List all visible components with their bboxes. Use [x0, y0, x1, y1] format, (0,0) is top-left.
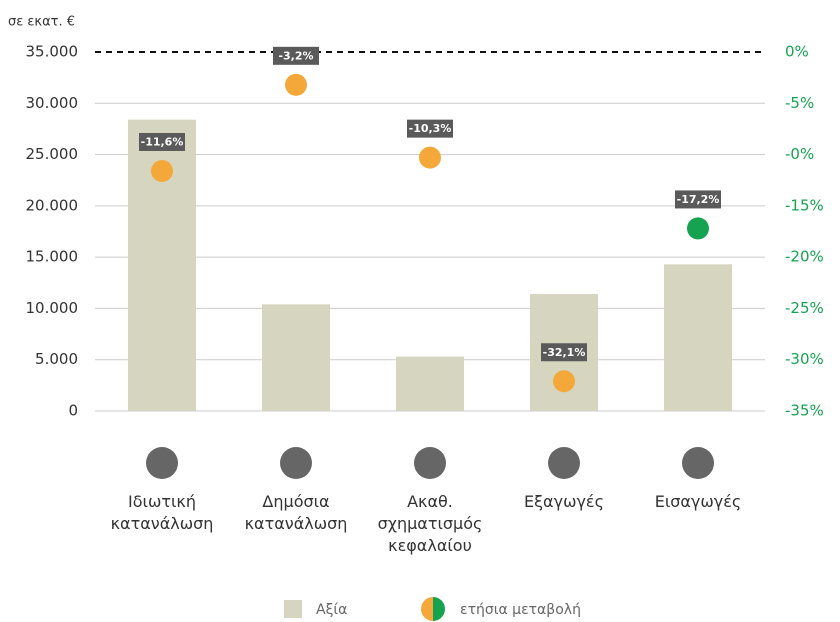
y-tick-label: 10.000: [26, 299, 79, 317]
y2-tick-label: -20%: [785, 248, 824, 266]
value-label: -10,3%: [409, 122, 452, 135]
legend-label: Αξία: [316, 602, 347, 618]
legend-icon: [421, 597, 433, 621]
y2-tick-label: -0%: [785, 145, 814, 163]
legend-icon: [433, 597, 445, 621]
value-label-box: [273, 46, 319, 65]
value-label-box: [541, 343, 587, 362]
x-tick-label: Εξαγωγές: [524, 492, 604, 511]
category-icon: [146, 447, 178, 479]
x-tick-label: Εισαγωγές: [655, 492, 742, 511]
icon-shape: [414, 447, 446, 479]
legend-swatch: [284, 600, 302, 618]
dot: [553, 370, 575, 393]
value-label: -3,2%: [278, 49, 313, 62]
y2-tick-label: -35%: [785, 402, 824, 420]
y-tick-label: 30.000: [26, 94, 79, 112]
dot: [419, 146, 441, 169]
y-tick-label: 20.000: [26, 196, 79, 214]
y-axis-label: σε εκατ. €: [8, 15, 75, 30]
y2-tick-label: 0%: [785, 43, 809, 61]
y-tick-label: 5.000: [35, 350, 78, 368]
y2-tick-label: -30%: [785, 350, 824, 368]
value-label-box: [139, 132, 185, 151]
value-label: -17,2%: [677, 193, 720, 206]
y2-tick-label: -15%: [785, 196, 824, 214]
x-tick-label: Δημόσια κατανάλωση: [245, 492, 348, 533]
legend-label: ετήσια μεταβολή: [460, 602, 581, 618]
y-tick-label: 0: [68, 402, 78, 420]
icon-shape: [682, 447, 714, 479]
dot: [151, 159, 173, 182]
dot: [687, 217, 709, 240]
category-icon: [280, 447, 312, 479]
y-tick-label: 35.000: [26, 43, 79, 61]
bar: [262, 304, 330, 411]
y2-tick-label: -25%: [785, 299, 824, 317]
value-label: -11,6%: [141, 135, 184, 148]
category-icon: [682, 447, 714, 479]
y-tick-label: 15.000: [26, 248, 79, 266]
category-icon: [414, 447, 446, 479]
y-tick-label: 25.000: [26, 145, 79, 163]
icon-shape: [548, 447, 580, 479]
value-label: -32,1%: [543, 346, 586, 359]
category-icon: [548, 447, 580, 479]
x-tick-label: Ιδιωτική κατανάλωση: [111, 492, 214, 533]
value-label-box: [675, 190, 721, 209]
value-label-box: [407, 119, 453, 138]
icon-shape: [280, 447, 312, 479]
y2-tick-label: -5%: [785, 94, 814, 112]
bar: [664, 264, 732, 411]
icon-shape: [146, 447, 178, 479]
x-tick-label: Ακαθ. σχηματισμός κεφαλαίου: [378, 492, 483, 555]
dot: [285, 73, 307, 96]
bar: [396, 356, 464, 411]
